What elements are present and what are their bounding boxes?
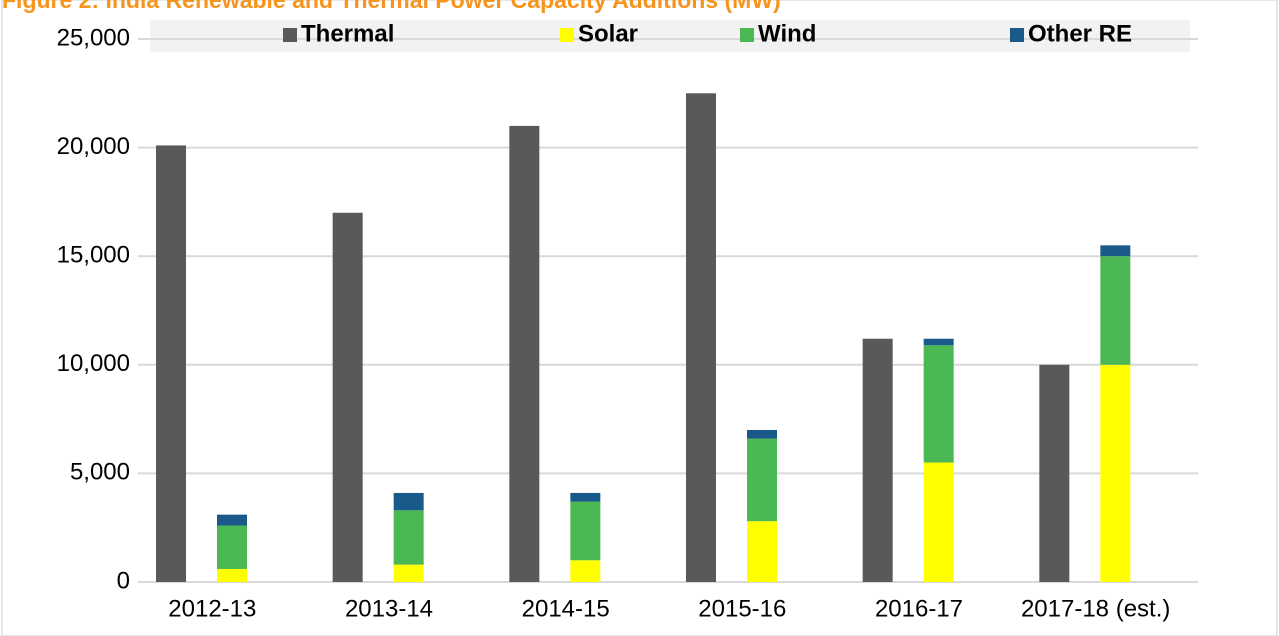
bar	[393, 492, 424, 511]
bar	[1100, 256, 1131, 365]
bar	[923, 345, 954, 463]
bar	[217, 514, 247, 526]
bar	[156, 145, 186, 583]
bar	[747, 521, 777, 582]
bar	[1100, 364, 1131, 582]
bar	[509, 125, 540, 582]
bar	[570, 501, 601, 561]
y-tick-label: 25,000	[57, 24, 130, 51]
legend-swatch	[560, 28, 574, 42]
legend-swatch	[1010, 28, 1024, 42]
legend-label: Thermal	[301, 20, 394, 47]
bar	[923, 338, 954, 346]
bar	[747, 438, 777, 522]
legend-label: Other RE	[1028, 20, 1132, 47]
legend-label: Wind	[758, 20, 816, 47]
bar	[862, 338, 893, 582]
bar	[747, 429, 777, 439]
legend-swatch	[740, 28, 754, 42]
y-tick-label: 5,000	[70, 459, 130, 486]
chart-title: Figure 2: India Renewable and Thermal Po…	[2, 0, 781, 13]
y-tick-label: 10,000	[57, 350, 130, 377]
legend-label: Solar	[578, 20, 638, 47]
y-tick-label: 0	[117, 567, 130, 594]
x-tick-label: 2015-16	[698, 595, 786, 622]
x-tick-label: 2012-13	[168, 595, 256, 622]
bar	[570, 492, 601, 502]
x-tick-label: 2014-15	[522, 595, 610, 622]
bar	[393, 564, 424, 582]
x-tick-label: 2013-14	[345, 595, 433, 622]
x-tick-label: 2016-17	[875, 595, 963, 622]
bar	[393, 510, 424, 565]
x-tick-label: 2017-18 (est.)	[1021, 595, 1170, 622]
bar	[923, 462, 954, 582]
bar	[1039, 364, 1070, 582]
y-tick-label: 15,000	[57, 242, 130, 269]
bar	[332, 212, 363, 582]
legend-swatch	[283, 28, 297, 42]
bar	[570, 560, 601, 582]
bar	[686, 93, 716, 583]
bar	[217, 568, 247, 582]
bar	[1100, 245, 1131, 257]
y-tick-label: 20,000	[57, 133, 130, 160]
bar	[217, 525, 247, 569]
